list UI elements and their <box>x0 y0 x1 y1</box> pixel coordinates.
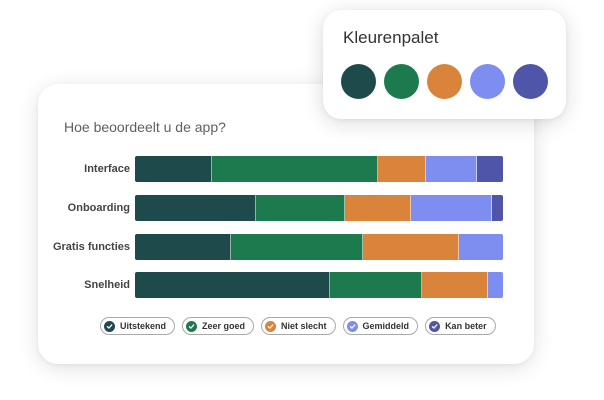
legend-item[interactable]: Kan beter <box>425 317 496 335</box>
stacked-bar <box>135 272 503 298</box>
palette-swatch <box>470 64 505 99</box>
check-icon <box>186 320 198 332</box>
bar-segment <box>477 156 503 182</box>
palette-swatch <box>384 64 419 99</box>
legend-item[interactable]: Gemiddeld <box>342 317 419 335</box>
bar-segment <box>363 234 459 260</box>
category-label: Onboarding <box>67 202 130 214</box>
palette-card: Kleurenpalet <box>323 10 566 119</box>
bar-segment <box>422 272 489 298</box>
check-icon <box>265 320 277 332</box>
bar-segment <box>458 234 503 260</box>
bar-segment <box>135 272 331 298</box>
check-icon <box>346 320 358 332</box>
bar-segment <box>135 195 257 221</box>
palette-title: Kleurenpalet <box>343 28 439 47</box>
category-label: Snelheid <box>84 279 130 291</box>
palette-swatch <box>513 64 548 99</box>
chart-title: Hoe beoordeelt u de app? <box>64 119 226 135</box>
palette-swatches <box>341 64 548 99</box>
legend-item[interactable]: Zeer goed <box>182 317 255 335</box>
stacked-bar <box>135 195 503 221</box>
bar-segment <box>377 156 426 182</box>
legend-label: Niet slecht <box>281 321 327 331</box>
bar-segment <box>256 195 345 221</box>
legend-item[interactable]: Niet slecht <box>261 317 336 335</box>
legend-label: Kan beter <box>445 321 487 331</box>
palette-swatch <box>427 64 462 99</box>
legend-item[interactable]: Uitstekend <box>100 317 176 335</box>
legend-label: Uitstekend <box>120 321 167 331</box>
bar-segment <box>425 156 478 182</box>
bar-segment <box>491 195 503 221</box>
legend-label: Zeer goed <box>202 321 246 331</box>
category-label: Interface <box>84 163 130 175</box>
chart-legend: Uitstekend Zeer goed Niet slecht Gemiddeld K… <box>100 317 496 335</box>
bar-segment <box>230 234 364 260</box>
palette-swatch <box>341 64 376 99</box>
check-icon <box>429 320 441 332</box>
check-icon <box>104 320 115 332</box>
category-label: Gratis functies <box>52 241 130 253</box>
bar-segment <box>135 234 231 260</box>
bar-segment <box>212 156 378 182</box>
bar-segment <box>344 195 411 221</box>
bar-segment <box>488 272 503 298</box>
legend-label: Gemiddeld <box>362 321 410 331</box>
bar-segment <box>410 195 492 221</box>
stacked-bar <box>135 156 503 182</box>
chart-card: Hoe beoordeelt u de app? Interface Onboar… <box>38 84 534 364</box>
stacked-bar <box>135 234 503 260</box>
bar-segment <box>330 272 423 298</box>
bar-segment <box>135 156 213 182</box>
